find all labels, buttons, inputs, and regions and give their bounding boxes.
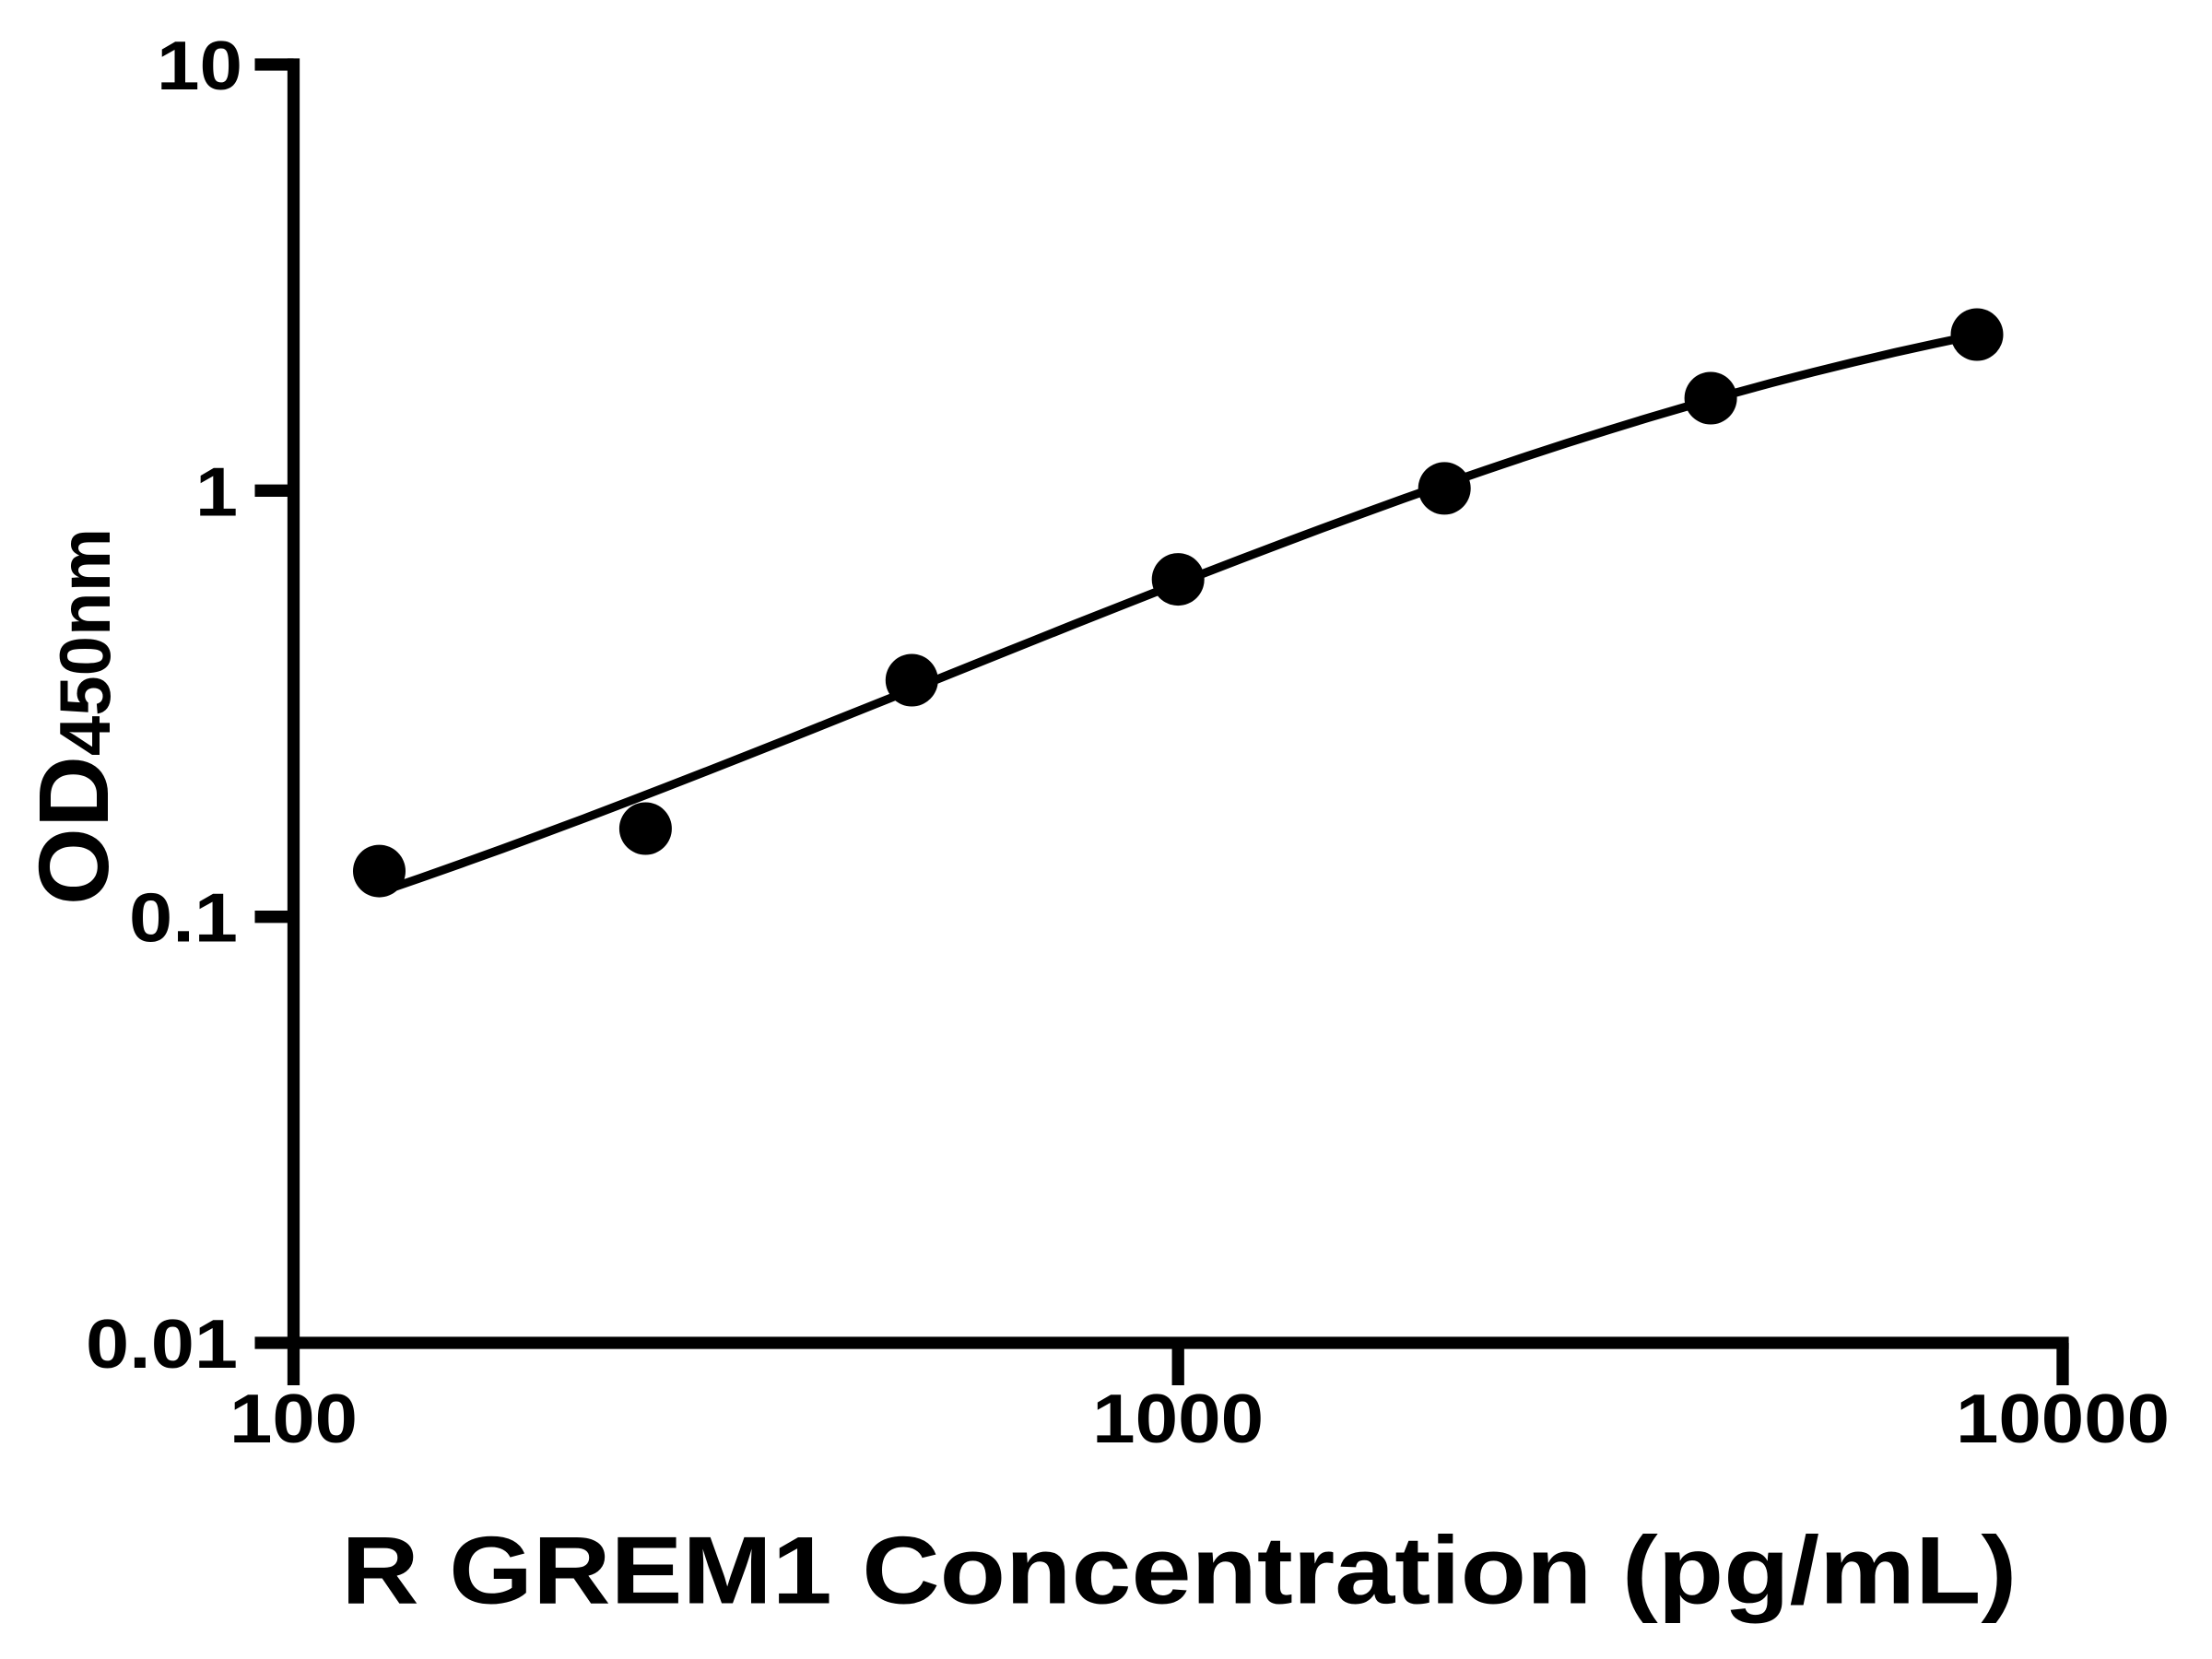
svg-text:0.01: 0.01 (86, 1305, 238, 1382)
svg-text:10: 10 (157, 27, 242, 104)
svg-text:0.1: 0.1 (129, 879, 238, 957)
svg-text:100: 100 (229, 1380, 358, 1457)
svg-text:10000: 10000 (1956, 1380, 2170, 1457)
svg-text:1: 1 (195, 453, 238, 530)
svg-text:1000: 1000 (1092, 1380, 1264, 1457)
svg-text:R GREM1 Concentration (pg/mL): R GREM1 Concentration (pg/mL) (341, 1517, 2017, 1624)
